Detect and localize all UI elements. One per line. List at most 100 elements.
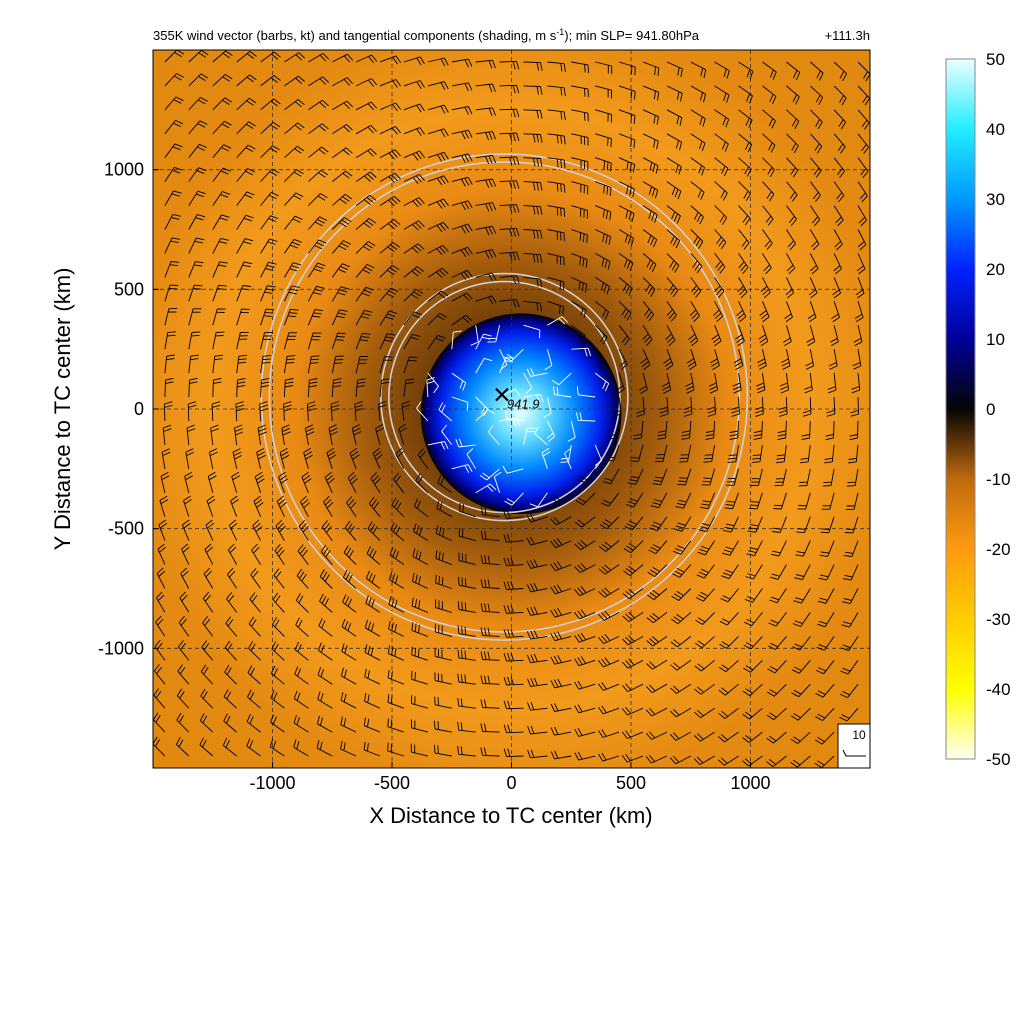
wind-barb (296, 568, 309, 589)
wind-barb (260, 377, 270, 398)
wind-barb (753, 420, 763, 441)
wind-barb (188, 377, 198, 398)
wind-barb (647, 564, 668, 577)
wind-barb (458, 527, 476, 542)
wind-barb (746, 540, 763, 557)
wind-barb (340, 740, 357, 757)
wind-barb (575, 492, 596, 506)
y-tick-label: -500 (108, 519, 144, 539)
wind-barb (790, 755, 811, 768)
wind-barb (236, 74, 257, 87)
y-tick-label: 1000 (104, 160, 144, 180)
wind-barb (857, 133, 869, 154)
wind-barb (657, 420, 668, 440)
wind-barb (434, 696, 452, 709)
wind-barb (281, 424, 291, 445)
wind-barb (499, 417, 521, 427)
wind-barb (204, 543, 214, 565)
wind-barb (355, 101, 378, 111)
x-tick-label: -500 (374, 773, 410, 793)
wind-barb (718, 683, 739, 696)
wind-barb (355, 332, 371, 350)
wind-barb (659, 396, 669, 418)
wind-barb (503, 676, 524, 686)
wind-barb (690, 133, 706, 151)
wind-barb (791, 660, 811, 674)
wind-barb (451, 106, 473, 115)
wind-barb (621, 706, 644, 716)
wind-barb (802, 396, 812, 417)
colorbar-tick-label: 40 (986, 120, 1005, 139)
tc-center-marker (495, 387, 509, 402)
wind-barb (809, 229, 820, 251)
wind-barb (550, 584, 572, 595)
colorbar (945, 58, 976, 760)
wind-barb (686, 349, 697, 371)
wind-barb (598, 657, 620, 668)
wind-barb (236, 214, 254, 230)
wind-barb (321, 520, 333, 541)
wind-barb (550, 726, 572, 736)
wind-barb (224, 664, 238, 685)
wind-barb (499, 180, 520, 190)
wind-barb (815, 707, 835, 721)
wind-barb (387, 645, 405, 661)
wind-barb (364, 644, 381, 661)
wind-barb (379, 378, 390, 398)
wind-barb (208, 448, 218, 469)
wind-barb (775, 444, 787, 464)
wind-barb (164, 190, 182, 206)
wind-barb (595, 181, 612, 196)
wind-barb (411, 622, 429, 637)
wind-barb (451, 200, 473, 211)
wind-barb (235, 401, 245, 422)
wind-barb (718, 707, 739, 719)
wind-barb (805, 349, 815, 370)
wind-barb (379, 242, 400, 254)
positive-tangential-core (420, 313, 622, 515)
wind-barb (427, 198, 449, 209)
wind-barb (503, 700, 524, 710)
wind-barb (523, 229, 543, 239)
wind-barb (840, 660, 859, 675)
wind-barb (786, 61, 801, 81)
wind-barb (574, 586, 596, 597)
wind-barb (782, 325, 792, 347)
wind-barb (808, 277, 818, 299)
wind-barb (366, 546, 381, 565)
wind-barb (654, 444, 668, 463)
wind-barb (480, 747, 500, 757)
wind-barb (308, 262, 326, 278)
wind-barb (403, 173, 425, 184)
wind-barb (308, 123, 329, 135)
wind-barb (295, 617, 309, 637)
wind-barb (848, 444, 859, 464)
wind-barb (809, 133, 823, 154)
wind-barb (260, 121, 281, 135)
wind-barb (618, 133, 636, 149)
wind-barb (316, 715, 333, 733)
wind-barb (595, 61, 613, 75)
wind-barb (332, 77, 354, 87)
wind-barb (236, 144, 256, 159)
wind-barb (618, 300, 632, 321)
wind-barb (502, 465, 524, 474)
wind-barb (475, 272, 497, 282)
wind-barb (284, 192, 304, 206)
wind-barb (427, 81, 449, 91)
wind-barb (475, 131, 496, 141)
wind-barb (379, 79, 402, 88)
wind-barb (260, 168, 280, 182)
wind-barb (758, 325, 769, 347)
wind-barb (737, 277, 748, 299)
wind-barb (666, 277, 679, 298)
wind-barb (699, 492, 716, 509)
center-x-mark (495, 387, 509, 402)
wind-barb (475, 483, 497, 494)
wind-barb (738, 253, 749, 274)
wind-barb (403, 56, 425, 66)
wind-barb (785, 277, 795, 299)
wind-barb (308, 216, 328, 230)
wind-barb (275, 519, 286, 541)
wind-barb (260, 308, 275, 326)
